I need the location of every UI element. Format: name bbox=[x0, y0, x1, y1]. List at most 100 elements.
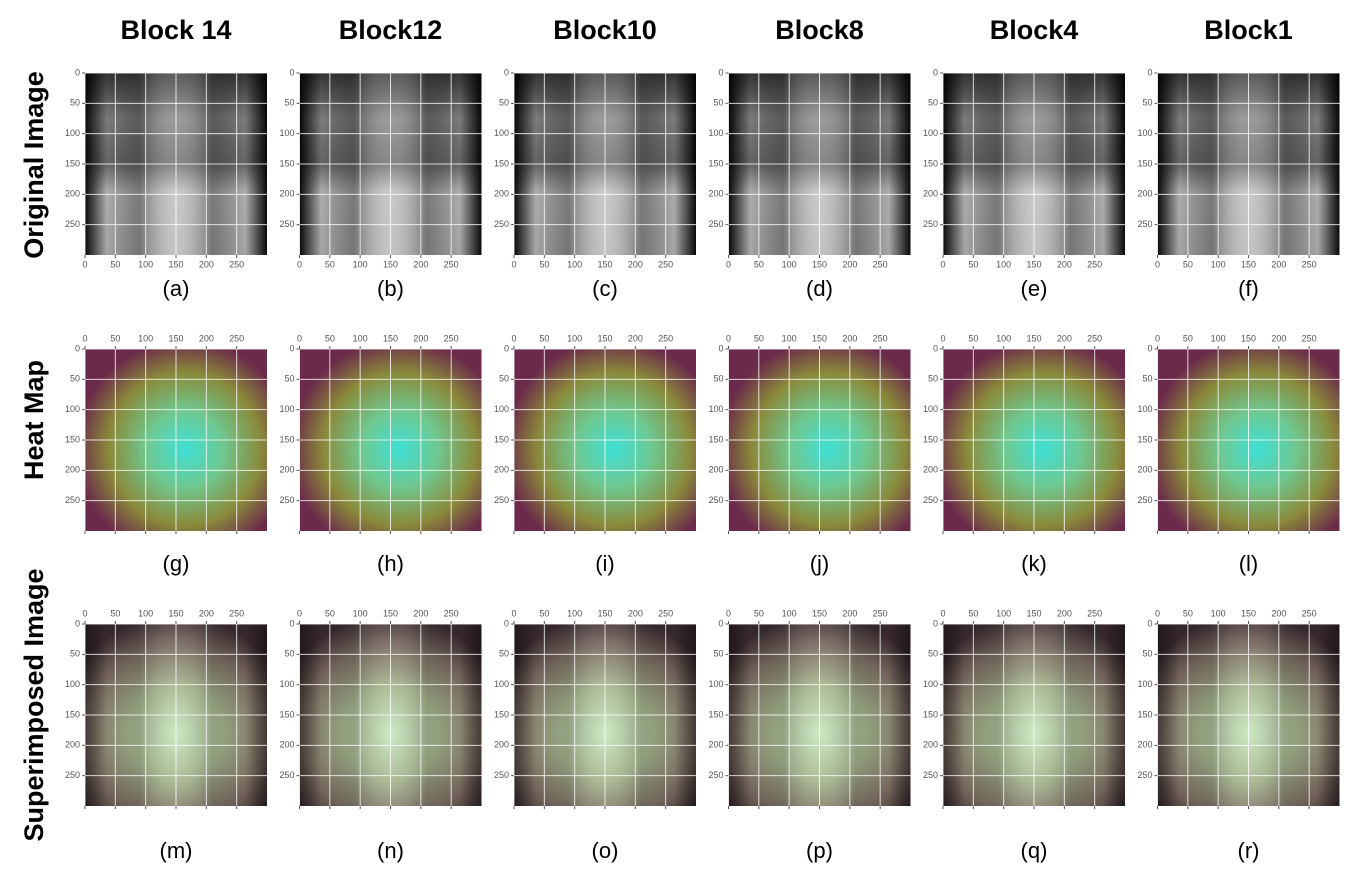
x-tick-label: 250 bbox=[873, 259, 888, 269]
x-tick-label: 50 bbox=[1183, 608, 1193, 618]
column-title: Block12 bbox=[339, 15, 443, 45]
y-tick-label: 150 bbox=[923, 709, 938, 719]
x-tick-label: 0 bbox=[511, 259, 516, 269]
y-tick-label: 100 bbox=[1137, 404, 1152, 414]
x-tick-label: 150 bbox=[168, 333, 183, 343]
x-tick-label: 50 bbox=[110, 608, 120, 618]
y-tick-label: 200 bbox=[708, 740, 723, 750]
x-tick-label: 100 bbox=[567, 259, 582, 269]
x-tick-label: 250 bbox=[1087, 608, 1102, 618]
x-tick-label: 50 bbox=[1183, 259, 1193, 269]
y-tick-label: 50 bbox=[70, 98, 80, 108]
column-title: Block1 bbox=[1204, 15, 1293, 45]
x-tick-label: 100 bbox=[1211, 608, 1226, 618]
y-tick-label: 250 bbox=[1137, 770, 1152, 780]
caption: (o) bbox=[592, 838, 619, 863]
x-tick-label: 250 bbox=[873, 333, 888, 343]
y-tick-label: 150 bbox=[65, 709, 80, 719]
y-tick-label: 150 bbox=[708, 709, 723, 719]
y-tick-label: 50 bbox=[1142, 98, 1152, 108]
y-tick-label: 250 bbox=[494, 770, 509, 780]
x-tick-label: 50 bbox=[968, 259, 978, 269]
caption: (f) bbox=[1238, 276, 1259, 301]
x-tick-label: 200 bbox=[1271, 259, 1286, 269]
y-tick-label: 200 bbox=[1137, 189, 1152, 199]
y-tick-label: 150 bbox=[1137, 434, 1152, 444]
x-tick-label: 150 bbox=[597, 259, 612, 269]
column-title: Block8 bbox=[775, 15, 864, 45]
x-tick-label: 0 bbox=[297, 608, 302, 618]
y-tick-label: 250 bbox=[65, 770, 80, 780]
y-tick-label: 200 bbox=[494, 740, 509, 750]
caption: (g) bbox=[163, 551, 190, 576]
y-tick-label: 100 bbox=[494, 404, 509, 414]
x-tick-label: 200 bbox=[413, 608, 428, 618]
y-tick-label: 0 bbox=[289, 618, 294, 628]
x-tick-label: 150 bbox=[1241, 333, 1256, 343]
x-tick-label: 50 bbox=[110, 259, 120, 269]
y-tick-label: 200 bbox=[279, 189, 294, 199]
y-tick-label: 100 bbox=[65, 128, 80, 138]
x-tick-label: 150 bbox=[168, 259, 183, 269]
x-tick-label: 0 bbox=[297, 333, 302, 343]
caption: (i) bbox=[595, 551, 615, 576]
y-tick-label: 0 bbox=[718, 618, 723, 628]
caption: (b) bbox=[377, 276, 404, 301]
y-tick-label: 250 bbox=[708, 219, 723, 229]
y-tick-label: 100 bbox=[279, 128, 294, 138]
y-tick-label: 50 bbox=[284, 374, 294, 384]
y-tick-label: 0 bbox=[75, 67, 80, 77]
x-tick-label: 50 bbox=[539, 608, 549, 618]
y-tick-label: 100 bbox=[65, 679, 80, 689]
x-tick-label: 50 bbox=[968, 608, 978, 618]
y-tick-label: 50 bbox=[70, 649, 80, 659]
y-tick-label: 200 bbox=[1137, 740, 1152, 750]
y-tick-label: 150 bbox=[708, 434, 723, 444]
x-tick-label: 200 bbox=[413, 333, 428, 343]
y-tick-label: 50 bbox=[928, 649, 938, 659]
y-tick-label: 100 bbox=[708, 128, 723, 138]
x-tick-label: 250 bbox=[229, 608, 244, 618]
x-tick-label: 250 bbox=[1302, 608, 1317, 618]
x-tick-label: 0 bbox=[726, 333, 731, 343]
y-tick-label: 100 bbox=[1137, 128, 1152, 138]
y-tick-label: 150 bbox=[494, 434, 509, 444]
x-tick-label: 250 bbox=[1302, 259, 1317, 269]
x-tick-label: 150 bbox=[1026, 608, 1041, 618]
y-tick-label: 200 bbox=[279, 740, 294, 750]
y-tick-label: 150 bbox=[923, 434, 938, 444]
x-tick-label: 200 bbox=[842, 608, 857, 618]
x-tick-label: 150 bbox=[1026, 333, 1041, 343]
y-tick-label: 200 bbox=[1137, 465, 1152, 475]
y-tick-label: 0 bbox=[504, 343, 509, 353]
y-tick-label: 250 bbox=[65, 219, 80, 229]
y-tick-label: 250 bbox=[279, 219, 294, 229]
x-tick-label: 50 bbox=[110, 333, 120, 343]
x-tick-label: 50 bbox=[754, 608, 764, 618]
x-tick-label: 150 bbox=[383, 608, 398, 618]
x-tick-label: 250 bbox=[658, 608, 673, 618]
x-tick-label: 50 bbox=[325, 259, 335, 269]
y-tick-label: 250 bbox=[923, 770, 938, 780]
x-tick-label: 150 bbox=[383, 259, 398, 269]
x-tick-label: 200 bbox=[199, 333, 214, 343]
y-tick-label: 50 bbox=[70, 374, 80, 384]
x-tick-label: 150 bbox=[812, 333, 827, 343]
row-label: Heat Map bbox=[19, 360, 49, 480]
caption: (e) bbox=[1021, 276, 1048, 301]
y-tick-label: 100 bbox=[279, 679, 294, 689]
y-tick-label: 100 bbox=[708, 679, 723, 689]
x-tick-label: 0 bbox=[1155, 333, 1160, 343]
x-tick-label: 250 bbox=[444, 333, 459, 343]
y-tick-label: 0 bbox=[933, 67, 938, 77]
x-tick-label: 150 bbox=[1026, 259, 1041, 269]
y-tick-label: 50 bbox=[713, 98, 723, 108]
x-tick-label: 200 bbox=[628, 608, 643, 618]
y-tick-label: 50 bbox=[1142, 649, 1152, 659]
x-tick-label: 0 bbox=[940, 259, 945, 269]
x-tick-label: 100 bbox=[353, 259, 368, 269]
caption: (d) bbox=[806, 276, 833, 301]
y-tick-label: 50 bbox=[713, 374, 723, 384]
y-tick-label: 200 bbox=[708, 465, 723, 475]
x-tick-label: 100 bbox=[1211, 333, 1226, 343]
